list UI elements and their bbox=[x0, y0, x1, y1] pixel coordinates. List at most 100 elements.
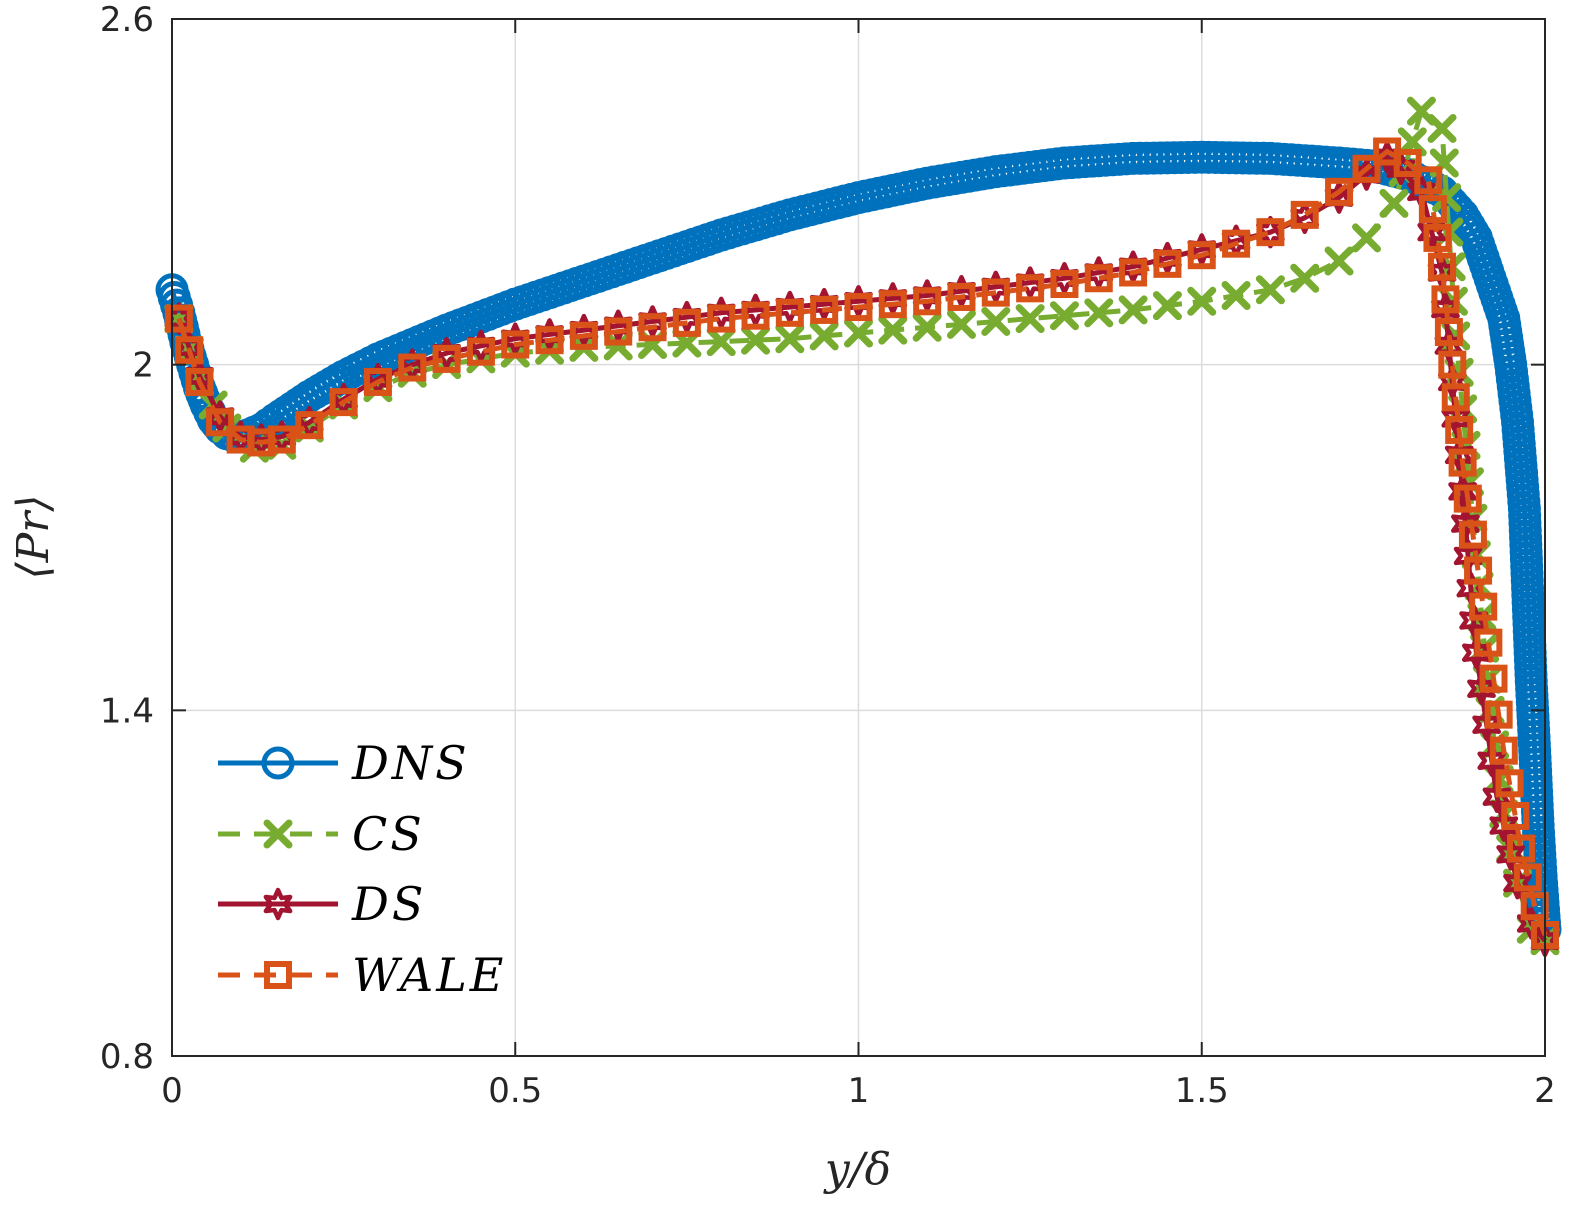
data-point-cs bbox=[1084, 298, 1114, 328]
data-point-wale bbox=[1431, 285, 1460, 314]
data-point-cs bbox=[741, 325, 771, 355]
data-point-wale bbox=[810, 295, 839, 324]
data-point-wale bbox=[638, 313, 667, 342]
data-point-wale bbox=[1448, 448, 1477, 477]
data-point-ds bbox=[1450, 507, 1480, 540]
y-tick-label: 2 bbox=[132, 346, 154, 386]
data-point-wale bbox=[1474, 628, 1503, 657]
series-line-wale bbox=[176, 149, 1548, 936]
data-point-wale bbox=[1084, 264, 1113, 293]
legend-marker-ds bbox=[263, 887, 293, 921]
data-point-wale bbox=[741, 301, 770, 330]
data-point-wale bbox=[1453, 484, 1482, 513]
data-point-cs bbox=[603, 331, 633, 361]
data-point-wale bbox=[1256, 218, 1285, 247]
data-point-cs bbox=[775, 324, 805, 354]
legend-item-dns: DNS bbox=[218, 736, 470, 790]
data-point-wale bbox=[329, 388, 358, 417]
data-point-cs bbox=[1118, 295, 1148, 325]
data-point-ds bbox=[1448, 475, 1477, 508]
data-point-cs bbox=[1324, 246, 1354, 276]
data-point-cs bbox=[1152, 291, 1182, 321]
data-point-wale bbox=[175, 336, 204, 365]
data-point-wale bbox=[1393, 149, 1422, 178]
data-point-wale bbox=[1428, 252, 1457, 281]
data-point-wale bbox=[185, 367, 214, 396]
y-axis-label: ⟨Pr⟩ bbox=[8, 495, 59, 580]
data-point-wale bbox=[363, 367, 392, 396]
data-point-cs bbox=[1379, 188, 1409, 218]
data-point-wale bbox=[1423, 223, 1452, 252]
data-point-wale bbox=[1445, 415, 1474, 444]
data-point-cs bbox=[1255, 275, 1285, 305]
legend-marker-cs bbox=[263, 819, 293, 849]
data-point-ds bbox=[1496, 838, 1526, 871]
data-point-wale bbox=[707, 304, 736, 333]
data-point-wale bbox=[569, 321, 598, 350]
data-point-cs bbox=[1221, 281, 1251, 311]
legend-label-dns: DNS bbox=[351, 736, 470, 790]
data-point-cs bbox=[912, 312, 942, 342]
data-point-wale bbox=[1325, 177, 1354, 206]
legend: DNS CS DS WALE bbox=[218, 736, 506, 1002]
data-point-wale bbox=[1484, 700, 1513, 729]
data-point-wale bbox=[913, 287, 942, 316]
data-point-ds bbox=[1482, 780, 1512, 813]
data-point-cs bbox=[844, 318, 873, 348]
data-point-wale bbox=[672, 308, 701, 337]
legend-item-wale: WALE bbox=[218, 948, 506, 1002]
y-tick-label: 0.8 bbox=[100, 1037, 154, 1077]
data-point-wale bbox=[466, 337, 495, 366]
data-point-wale bbox=[1290, 200, 1319, 229]
data-point-wale bbox=[1153, 249, 1182, 278]
data-point-wale bbox=[1501, 801, 1530, 830]
data-point-wale bbox=[1464, 556, 1493, 585]
x-tick-label: 1.5 bbox=[1175, 1071, 1229, 1111]
y-tick-label: 2.6 bbox=[100, 0, 154, 40]
data-point-ds bbox=[1489, 809, 1519, 842]
data-point-cs bbox=[1049, 301, 1079, 331]
data-point-wale bbox=[1441, 383, 1470, 412]
data-point-cs bbox=[1352, 223, 1382, 253]
data-point-wale bbox=[1479, 664, 1508, 693]
legend-item-ds: DS bbox=[218, 877, 423, 931]
legend-label-cs: CS bbox=[352, 807, 425, 861]
data-point-cs bbox=[1290, 263, 1320, 293]
data-point-wale bbox=[1513, 863, 1542, 892]
data-point-cs bbox=[878, 315, 908, 345]
data-point-wale bbox=[1434, 318, 1463, 347]
data-point-wale bbox=[1352, 154, 1381, 183]
data-point-wale bbox=[1414, 166, 1443, 195]
data-point-wale bbox=[432, 344, 461, 373]
data-point-wale bbox=[267, 425, 296, 454]
data-point-wale bbox=[1418, 195, 1447, 224]
data-point-wale bbox=[206, 408, 235, 437]
data-point-wale bbox=[535, 326, 564, 355]
legend-label-wale: WALE bbox=[352, 948, 506, 1002]
data-point-wale bbox=[398, 353, 427, 382]
data-point-cs bbox=[981, 306, 1011, 336]
series-wale bbox=[164, 137, 1559, 950]
data-point-wale bbox=[981, 278, 1010, 307]
data-point-wale bbox=[501, 330, 530, 359]
data-point-wale bbox=[947, 282, 976, 311]
data-point-wale bbox=[1489, 736, 1518, 765]
axis-ticks: 0 0.5 1 1.5 2 0.8 1.4 2 2.6 bbox=[100, 0, 1556, 1111]
x-tick-label: 1 bbox=[848, 1071, 870, 1111]
data-point-wale bbox=[295, 411, 324, 440]
data-point-cs bbox=[1427, 113, 1457, 143]
x-axis-label: y/δ bbox=[823, 1144, 891, 1195]
data-point-cs bbox=[1187, 286, 1217, 316]
data-point-wale bbox=[1119, 258, 1148, 287]
data-point-wale bbox=[844, 293, 873, 322]
legend-item-cs: CS bbox=[218, 807, 425, 861]
legend-marker-wale bbox=[264, 961, 292, 989]
data-point-cs bbox=[809, 321, 839, 351]
data-point-wale bbox=[1050, 270, 1079, 299]
data-point-wale bbox=[1506, 834, 1535, 863]
data-point-wale bbox=[1438, 350, 1467, 379]
data-point-wale bbox=[878, 290, 907, 319]
data-point-ds bbox=[1441, 402, 1471, 435]
data-point-wale bbox=[1187, 241, 1216, 270]
